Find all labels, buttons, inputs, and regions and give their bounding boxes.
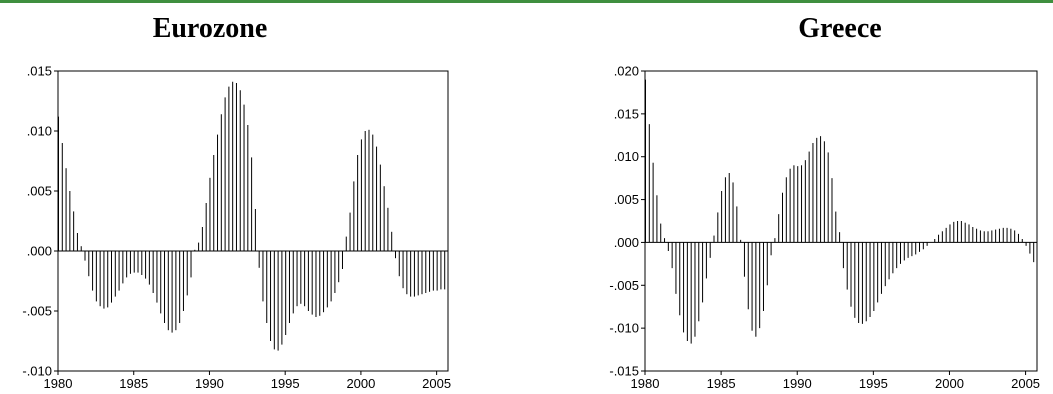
chart-title-eurozone: Eurozone	[152, 13, 268, 44]
greece-y-tick-label: -.005	[609, 278, 639, 293]
eurozone-x-tick-label: 1995	[271, 376, 300, 391]
eurozone-y-tick-label: .015	[27, 64, 52, 79]
greece-x-tick-label: 2005	[1011, 376, 1040, 391]
greece-y-tick-label: -.010	[609, 321, 639, 336]
greece-plot-frame	[644, 70, 1038, 372]
eurozone-x-tick-label: 1980	[44, 376, 73, 391]
greece-x-tick-label: 1990	[783, 376, 812, 391]
greece-x-tick-label: 1980	[631, 376, 660, 391]
greece-y-tick-label: .020	[614, 64, 639, 79]
eurozone-plot-frame	[57, 70, 449, 372]
chart-title-greece: Greece	[798, 13, 882, 44]
eurozone-x-tick-label: 2000	[346, 376, 375, 391]
greece-y-tick-label: -.015	[609, 364, 639, 379]
eurozone-y-tick-label: .010	[27, 124, 52, 139]
eurozone-y-tick-label: -.010	[22, 364, 52, 379]
eurozone-chart: -.010 -.005 .000 .005 .010 .015 1980 1985 1990 19…	[22, 64, 451, 392]
greece-x-tick-label: 2000	[935, 376, 964, 391]
eurozone-x-tick-label: 1990	[195, 376, 224, 391]
eurozone-y-tick-label: .000	[27, 244, 52, 259]
eurozone-x-tick-label: 2005	[422, 376, 451, 391]
eurozone-y-tick-label: -.005	[22, 304, 52, 319]
top-divider	[0, 0, 1053, 3]
greece-y-tick-label: .015	[614, 106, 639, 121]
eurozone-y-tick-label: .005	[27, 184, 52, 199]
greece-y-tick-label: .000	[614, 235, 639, 250]
greece-x-tick-label: 1985	[707, 376, 736, 391]
greece-chart: -.015 -.010 -.005 .000 .005 .010 .015 .020 1980 1…	[609, 64, 1040, 392]
greece-y-tick-label: .010	[614, 149, 639, 164]
greece-y-tick-label: .005	[614, 192, 639, 207]
eurozone-x-tick-label: 1985	[119, 376, 148, 391]
greece-x-tick-label: 1995	[859, 376, 888, 391]
